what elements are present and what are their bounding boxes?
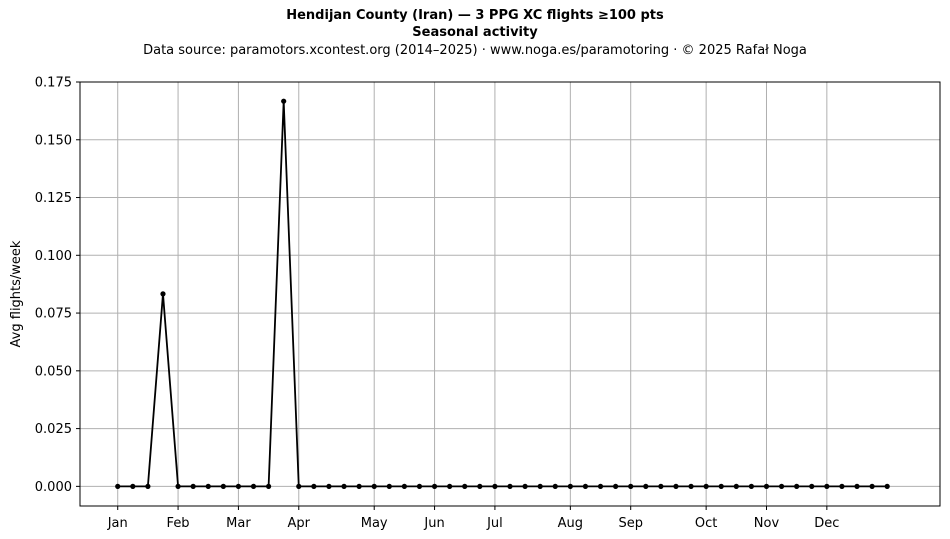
data-point <box>522 483 528 489</box>
data-point <box>582 483 589 489</box>
x-tick-label: Jun <box>423 516 444 531</box>
y-axis-label: Avg flights/week <box>9 240 24 347</box>
data-point <box>431 483 438 489</box>
x-tick-label: Aug <box>558 516 583 531</box>
data-point <box>567 483 573 489</box>
data-point <box>265 483 272 489</box>
y-tick-label: 0.050 <box>35 364 72 379</box>
data-point <box>778 483 785 489</box>
data-point <box>160 291 166 297</box>
data-point <box>613 483 619 489</box>
data-point <box>205 483 211 489</box>
data-point <box>220 483 226 489</box>
data-point <box>658 483 664 489</box>
chart-title: Hendijan County (Iran) — 3 PPG XC flight… <box>286 8 664 23</box>
data-point <box>763 483 770 489</box>
data-point <box>416 483 423 489</box>
data-point <box>296 483 302 489</box>
y-tick-label: 0.175 <box>35 76 72 91</box>
data-point <box>673 483 679 489</box>
x-tick-label: Oct <box>695 516 717 531</box>
data-point <box>281 98 287 104</box>
data-point <box>235 483 242 489</box>
data-point <box>447 483 453 489</box>
x-tick-label: Dec <box>814 516 839 531</box>
data-point <box>130 483 136 489</box>
data-point <box>386 483 392 489</box>
data-point <box>145 483 151 489</box>
data-point <box>250 483 257 489</box>
data-point <box>884 483 890 489</box>
x-tick-label: Nov <box>754 516 780 531</box>
plot-frame <box>79 81 941 507</box>
data-point <box>537 483 543 489</box>
data-point <box>115 483 121 489</box>
y-tick-label: 0.025 <box>35 422 72 437</box>
data-point <box>809 483 815 489</box>
chart-subtitle: Seasonal activity <box>412 25 538 40</box>
y-tick-label: 0.000 <box>35 480 72 495</box>
data-point <box>477 483 483 489</box>
data-point <box>326 483 332 489</box>
x-tick-label: Apr <box>288 516 311 531</box>
data-point <box>190 483 196 489</box>
data-point <box>733 483 739 489</box>
series-line <box>117 100 888 488</box>
x-tick-label: May <box>361 516 388 531</box>
data-point <box>371 483 377 489</box>
y-tick-label: 0.075 <box>35 307 72 322</box>
data-point <box>175 483 181 489</box>
data-point <box>688 483 694 489</box>
x-tick-label: Sep <box>618 516 643 531</box>
data-point <box>718 483 724 489</box>
data-point <box>401 483 407 489</box>
y-tick-label: 0.150 <box>35 133 72 148</box>
data-point <box>854 483 860 489</box>
data-point <box>462 483 468 489</box>
chart-source-line: Data source: paramotors.xcontest.org (20… <box>143 43 807 58</box>
data-point <box>703 483 709 489</box>
data-point <box>748 483 755 489</box>
data-point <box>628 483 634 489</box>
x-tick-label: Jul <box>486 516 503 531</box>
data-point <box>839 483 845 489</box>
data-point <box>794 483 800 489</box>
data-point <box>356 483 362 489</box>
data-point <box>824 483 830 489</box>
x-tick-label: Mar <box>226 516 251 531</box>
x-tick-label: Jan <box>107 516 128 531</box>
y-tick-label: 0.100 <box>35 249 72 264</box>
data-point <box>552 483 558 489</box>
data-point <box>492 483 498 489</box>
data-point <box>341 483 347 489</box>
x-tick-label: Feb <box>167 516 190 531</box>
data-point <box>507 483 513 489</box>
data-point <box>597 483 604 489</box>
data-point <box>643 483 649 489</box>
data-point <box>311 483 317 489</box>
data-point <box>869 483 875 489</box>
y-tick-label: 0.125 <box>35 191 72 206</box>
